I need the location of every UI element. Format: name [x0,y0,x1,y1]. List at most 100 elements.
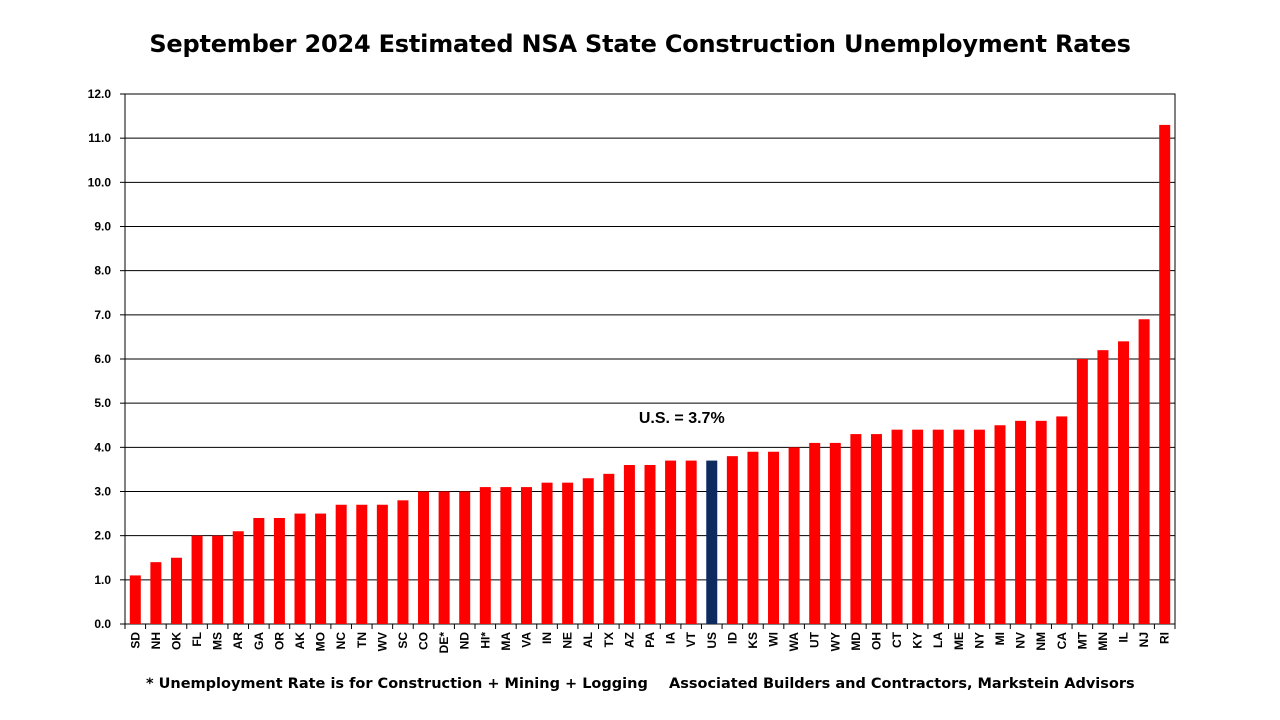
bar-il [1118,341,1130,624]
y-tick-label: 8.0 [94,264,111,278]
bar-mt [1076,359,1088,624]
x-tick-label: NH [149,632,163,649]
bar-wa [788,447,800,624]
bar-nc [335,504,347,624]
bar-ar [232,531,244,624]
x-tick-label: UT [808,631,822,648]
x-tick-label: SC [396,632,410,649]
y-tick-label: 6.0 [94,352,111,366]
y-tick-label: 2.0 [94,529,111,543]
x-tick-label: KS [746,632,760,649]
bar-tx [603,473,615,624]
bar-ne [562,482,574,624]
bar-va [520,487,532,624]
x-tick-label: SD [128,632,142,649]
y-tick-label: 0.0 [94,617,111,631]
source-credit: Associated Builders and Contractors, Mar… [669,676,1135,692]
bar-ms [212,535,224,624]
bar-nv [1015,420,1027,624]
bar-id [726,456,738,624]
bar-ak [294,513,306,624]
bar-ct [891,429,903,624]
bar-ma [500,487,512,624]
bar-co [418,491,430,624]
bar-wv [376,504,388,624]
x-tick-label: FL [190,632,204,647]
bar-ri [1159,124,1171,625]
x-tick-label: MT [1075,631,1089,649]
y-tick-label: 3.0 [94,485,111,499]
bar-nd [459,491,471,624]
x-tick-label: WI [767,632,781,647]
bar-ny [973,429,985,624]
bar-ia [665,460,677,624]
bar-oh [870,434,882,624]
x-tick-label: CO [417,632,431,650]
bar-de [438,491,450,624]
y-tick-label: 7.0 [94,308,111,322]
x-tick-label: US [705,632,719,649]
bar-tn [356,504,368,624]
x-tick-label: VA [519,632,533,648]
x-tick-label: TN [355,632,369,648]
bar-nj [1138,319,1150,624]
bar-nm [1035,420,1047,624]
bar-mo [315,513,327,624]
bar-ca [1056,416,1068,624]
x-tick-label: ME [952,632,966,650]
bar-ok [170,557,182,624]
bar-ga [253,518,265,624]
bar-or [273,518,285,624]
x-tick-label: AK [293,632,307,650]
bar-us [706,460,718,624]
x-tick-label: MO [314,632,328,651]
x-tick-label: MI [993,632,1007,645]
x-tick-label: MS [211,632,225,650]
x-tick-label: ID [725,632,739,644]
x-tick-label: MN [1096,632,1110,651]
x-tick-label: LA [931,632,945,648]
bar-nh [150,562,162,624]
bar-la [932,429,944,624]
x-tick-label: IA [664,632,678,644]
x-tick-label: PA [643,632,657,648]
x-tick-label: TX [602,632,616,647]
x-tick-label: NE [561,632,575,649]
x-tick-label: MA [499,632,513,651]
x-tick-label: RI [1158,632,1172,644]
x-tick-label: IN [540,632,554,644]
x-tick-label: WY [828,632,842,651]
x-tick-label: MD [849,632,863,651]
x-tick-label: WA [787,632,801,652]
bar-az [623,465,635,624]
x-tick-label: AZ [622,632,636,648]
bar-me [953,429,965,624]
bar-mn [1097,350,1109,624]
y-tick-label: 5.0 [94,396,111,410]
bar-sd [129,575,141,624]
bar-ky [912,429,924,624]
y-tick-label: 4.0 [94,440,111,454]
x-tick-label: NM [1034,632,1048,651]
bar-pa [644,465,656,624]
x-tick-label: IL [1117,632,1131,643]
bar-sc [397,500,409,624]
bars [129,124,1171,625]
x-tick-label: KY [911,632,925,649]
bar-wi [768,451,780,624]
bar-wy [829,442,841,624]
x-tick-label: OH [869,632,883,650]
x-tick-label: OR [272,632,286,650]
bar-vt [685,460,697,624]
y-tick-label: 9.0 [94,220,111,234]
y-tick-label: 12.0 [88,87,112,101]
x-tick-label: ND [458,632,472,650]
x-tick-label: NC [334,632,348,650]
x-tick-label: AR [231,632,245,650]
bar-md [850,434,862,624]
bar-fl [191,535,203,624]
y-tick-label: 1.0 [94,573,111,587]
x-tick-label: AL [581,632,595,648]
bar-in [541,482,553,624]
